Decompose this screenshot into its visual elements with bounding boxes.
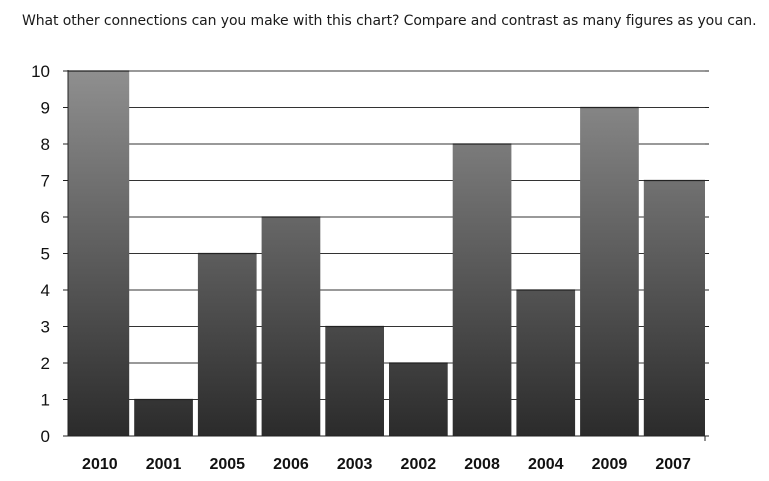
- bar-2001: [134, 399, 193, 436]
- bar-2002: [389, 363, 448, 436]
- y-axis-tick-label: 3: [41, 318, 50, 337]
- y-axis-tick-label: 1: [41, 391, 50, 410]
- bar-2007: [643, 180, 705, 436]
- bar-2006: [261, 217, 321, 436]
- bar-2008: [452, 144, 512, 436]
- x-axis-tick-label: 2004: [528, 456, 564, 473]
- x-axis-tick-labels: 2010 2001 2005 2006 2003 2002 2008 2004 2009 2007: [82, 456, 691, 473]
- y-axis-tick-label: 4: [41, 281, 50, 300]
- x-axis-tick-label: 2003: [337, 456, 373, 473]
- question-text: What other connections can you make with…: [22, 13, 757, 29]
- x-axis-tick-label: 2009: [592, 456, 628, 473]
- y-axis-tick-label: 0: [41, 427, 50, 446]
- bar-2004: [516, 290, 576, 436]
- bar-2005: [197, 253, 257, 436]
- bar-2010: [68, 71, 130, 436]
- y-axis-tick-label: 5: [41, 245, 50, 264]
- x-axis-tick-label: 2006: [273, 456, 309, 473]
- x-axis-tick-label: 2005: [209, 456, 245, 473]
- y-axis-tick-labels: 0 1 2 3 4 5 6 7 8 9 10: [31, 62, 50, 446]
- y-axis-tick-label: 6: [41, 208, 50, 227]
- bar-2003: [325, 326, 384, 436]
- x-axis-tick-label: 2002: [401, 456, 437, 473]
- x-axis-tick-label: 2001: [146, 456, 182, 473]
- y-axis-tick-label: 7: [41, 172, 50, 191]
- axes: [63, 70, 706, 441]
- x-axis-tick-label: 2008: [464, 456, 500, 473]
- x-axis-tick-label: 2007: [655, 456, 691, 473]
- bar-2009: [580, 107, 639, 436]
- bars: [68, 70, 705, 436]
- y-axis-tick-label: 9: [41, 99, 50, 118]
- y-axis-tick-label: 2: [41, 354, 50, 373]
- x-axis-tick-label: 2010: [82, 456, 118, 473]
- y-axis-tick-label: 10: [31, 62, 50, 81]
- y-axis-tick-label: 8: [41, 135, 50, 154]
